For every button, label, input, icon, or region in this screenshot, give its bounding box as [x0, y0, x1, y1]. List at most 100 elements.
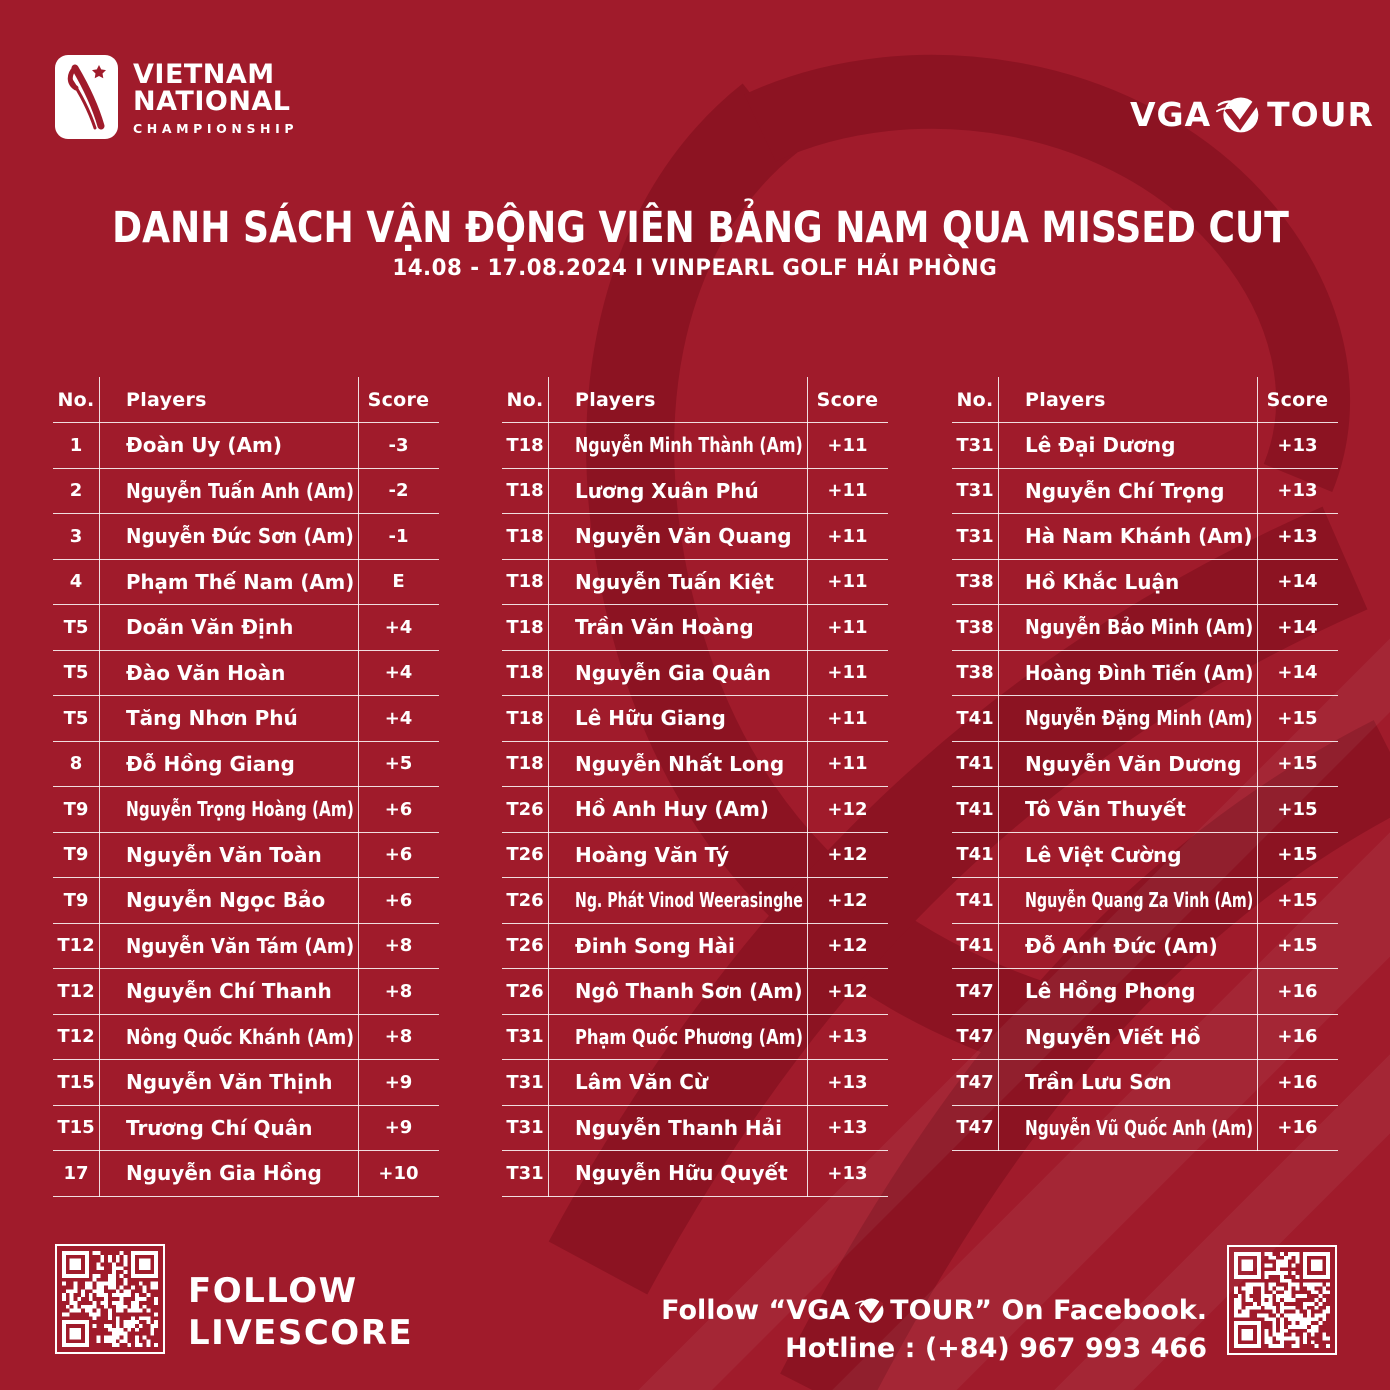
cell-player: Ng. Phát Vinod Weerasinghe: [575, 888, 803, 913]
follow-livescore-text: FOLLOW LIVESCORE: [188, 1270, 413, 1354]
cell-player: Nguyễn Văn Tám (Am): [126, 933, 355, 958]
cell-player: Tăng Nhơn Phú: [126, 706, 298, 731]
cell-score: +13: [827, 1117, 868, 1139]
cell-score: +8: [384, 935, 413, 957]
column-divider: [99, 377, 100, 1197]
cell-rank: T9: [63, 844, 89, 866]
wordmark-line1: VIETNAM: [133, 59, 275, 90]
cell-score: +11: [827, 571, 868, 593]
table-header-row: No. Players Score: [952, 377, 1338, 423]
cell-score: +15: [1277, 753, 1318, 775]
table-row: T12 Nguyễn Văn Tám (Am) +8: [53, 924, 439, 969]
cell-player: Đào Văn Hoàn: [126, 660, 286, 685]
table-row: T5 Doãn Văn Định +4: [53, 605, 439, 651]
table-row: T26 Đinh Song Hài +12: [502, 924, 888, 969]
cell-score: E: [392, 571, 405, 593]
header-score: Score: [816, 388, 879, 411]
cell-player: Đinh Song Hài: [575, 933, 735, 958]
cell-score: +16: [1277, 1026, 1318, 1048]
cell-player: Đỗ Anh Đức (Am): [1025, 933, 1218, 958]
championship-wordmark: VIETNAM NATIONAL CHAMPIONSHIP: [133, 61, 298, 136]
hotline-line: Hotline : (+84) 967 993 466: [785, 1333, 1207, 1364]
cell-player: Hồ Anh Huy (Am): [575, 797, 769, 822]
header-score: Score: [367, 388, 430, 411]
table-row: T38 Hoàng Đình Tiến (Am) +14: [952, 651, 1338, 696]
cell-rank: 1: [69, 434, 83, 456]
table-row: T26 Hoàng Văn Tý +12: [502, 833, 888, 878]
cell-rank: T26: [506, 889, 544, 911]
cell-score: +11: [827, 525, 868, 547]
cell-score: +6: [384, 889, 413, 911]
cell-player: Tô Văn Thuyết: [1025, 797, 1186, 822]
cell-rank: T47: [956, 1071, 994, 1093]
cell-rank: T12: [57, 1026, 95, 1048]
cell-rank: 17: [63, 1162, 89, 1184]
column-divider: [807, 377, 808, 1197]
cell-score: +15: [1277, 798, 1318, 820]
table-row: T15 Nguyễn Văn Thịnh +9: [53, 1060, 439, 1106]
table-row: T18 Nguyễn Minh Thành (Am) +11: [502, 423, 888, 469]
table-row: T5 Đào Văn Hoàn +4: [53, 651, 439, 696]
cell-rank: 4: [69, 571, 83, 593]
cell-score: +16: [1277, 1071, 1318, 1093]
cell-rank: T5: [63, 707, 89, 729]
cell-rank: T9: [63, 798, 89, 820]
cell-rank: T31: [956, 480, 994, 502]
cell-rank: T18: [506, 434, 544, 456]
cell-score: +12: [827, 844, 868, 866]
cell-rank: T5: [63, 616, 89, 638]
cell-score: +14: [1277, 616, 1318, 638]
vga-text: VGA: [1130, 94, 1212, 134]
table-row: 3 Nguyễn Đức Sơn (Am) -1: [53, 514, 439, 560]
cell-score: +12: [827, 798, 868, 820]
table-row: T31 Nguyễn Thanh Hải +13: [502, 1106, 888, 1151]
table-row: T18 Nguyễn Gia Quân +11: [502, 651, 888, 696]
cell-score: +11: [827, 662, 868, 684]
table-row: T26 Ng. Phát Vinod Weerasinghe +12: [502, 878, 888, 924]
table-row: T41 Lê Việt Cường +15: [952, 833, 1338, 878]
cell-rank: T26: [506, 935, 544, 957]
table-row: T12 Nông Quốc Khánh (Am) +8: [53, 1015, 439, 1060]
facebook-qr-code: [1227, 1245, 1337, 1355]
cell-rank: T26: [506, 798, 544, 820]
cell-player: Lê Đại Dương: [1025, 433, 1176, 458]
cell-player: Nguyễn Viết Hồ: [1025, 1024, 1201, 1049]
table-row: T41 Nguyễn Văn Dương +15: [952, 742, 1338, 787]
table-row: T26 Ngô Thanh Sơn (Am) +12: [502, 969, 888, 1015]
cell-score: +14: [1277, 662, 1318, 684]
table-row: T41 Nguyễn Đặng Minh (Am) +15: [952, 696, 1338, 742]
vga-tour-logo: VGA TOUR: [1130, 91, 1374, 137]
cell-score: +6: [384, 798, 413, 820]
follow-line2: LIVESCORE: [188, 1313, 414, 1353]
cell-player: Nguyễn Gia Quân: [575, 660, 771, 685]
table-row: 17 Nguyễn Gia Hồng +10: [53, 1151, 439, 1197]
table-row: T18 Lê Hữu Giang +11: [502, 696, 888, 742]
cell-rank: T31: [956, 434, 994, 456]
cell-score: +8: [384, 980, 413, 1002]
cell-player: Nguyễn Ngọc Bảo: [126, 888, 326, 913]
cell-rank: T31: [506, 1162, 544, 1184]
facebook-line: Follow “VGA TOUR” On Facebook.: [661, 1295, 1207, 1326]
cell-rank: T12: [57, 935, 95, 957]
table-row: T18 Nguyễn Văn Quang +11: [502, 514, 888, 560]
cell-score: +12: [827, 935, 868, 957]
cell-player: Nguyễn Văn Toàn: [126, 842, 322, 867]
cell-score: +16: [1277, 980, 1318, 1002]
results-table-3: No. Players Score T31 Lê Đại Dương +13 T31 Nguy…: [952, 377, 1338, 1151]
table-row: T9 Nguyễn Ngọc Bảo +6: [53, 878, 439, 924]
table-row: T41 Tô Văn Thuyết +15: [952, 787, 1338, 833]
results-table-1: No. Players Score 1 Đoàn Uy (Am) -3 2 Nguyễn Tu…: [53, 377, 439, 1197]
cell-rank: T47: [956, 980, 994, 1002]
cell-score: +11: [827, 616, 868, 638]
cell-rank: T18: [506, 616, 544, 638]
cell-score: -3: [388, 434, 409, 456]
table-row: T31 Hà Nam Khánh (Am) +13: [952, 514, 1338, 560]
table-row: T26 Hồ Anh Huy (Am) +12: [502, 787, 888, 833]
cell-rank: T31: [506, 1071, 544, 1093]
cell-score: +11: [827, 480, 868, 502]
cell-score: -1: [388, 525, 409, 547]
table-row: T47 Nguyễn Vũ Quốc Anh (Am) +16: [952, 1106, 1338, 1151]
table-row: 1 Đoàn Uy (Am) -3: [53, 423, 439, 469]
cell-rank: T41: [956, 753, 994, 775]
cell-rank: T15: [57, 1071, 95, 1093]
